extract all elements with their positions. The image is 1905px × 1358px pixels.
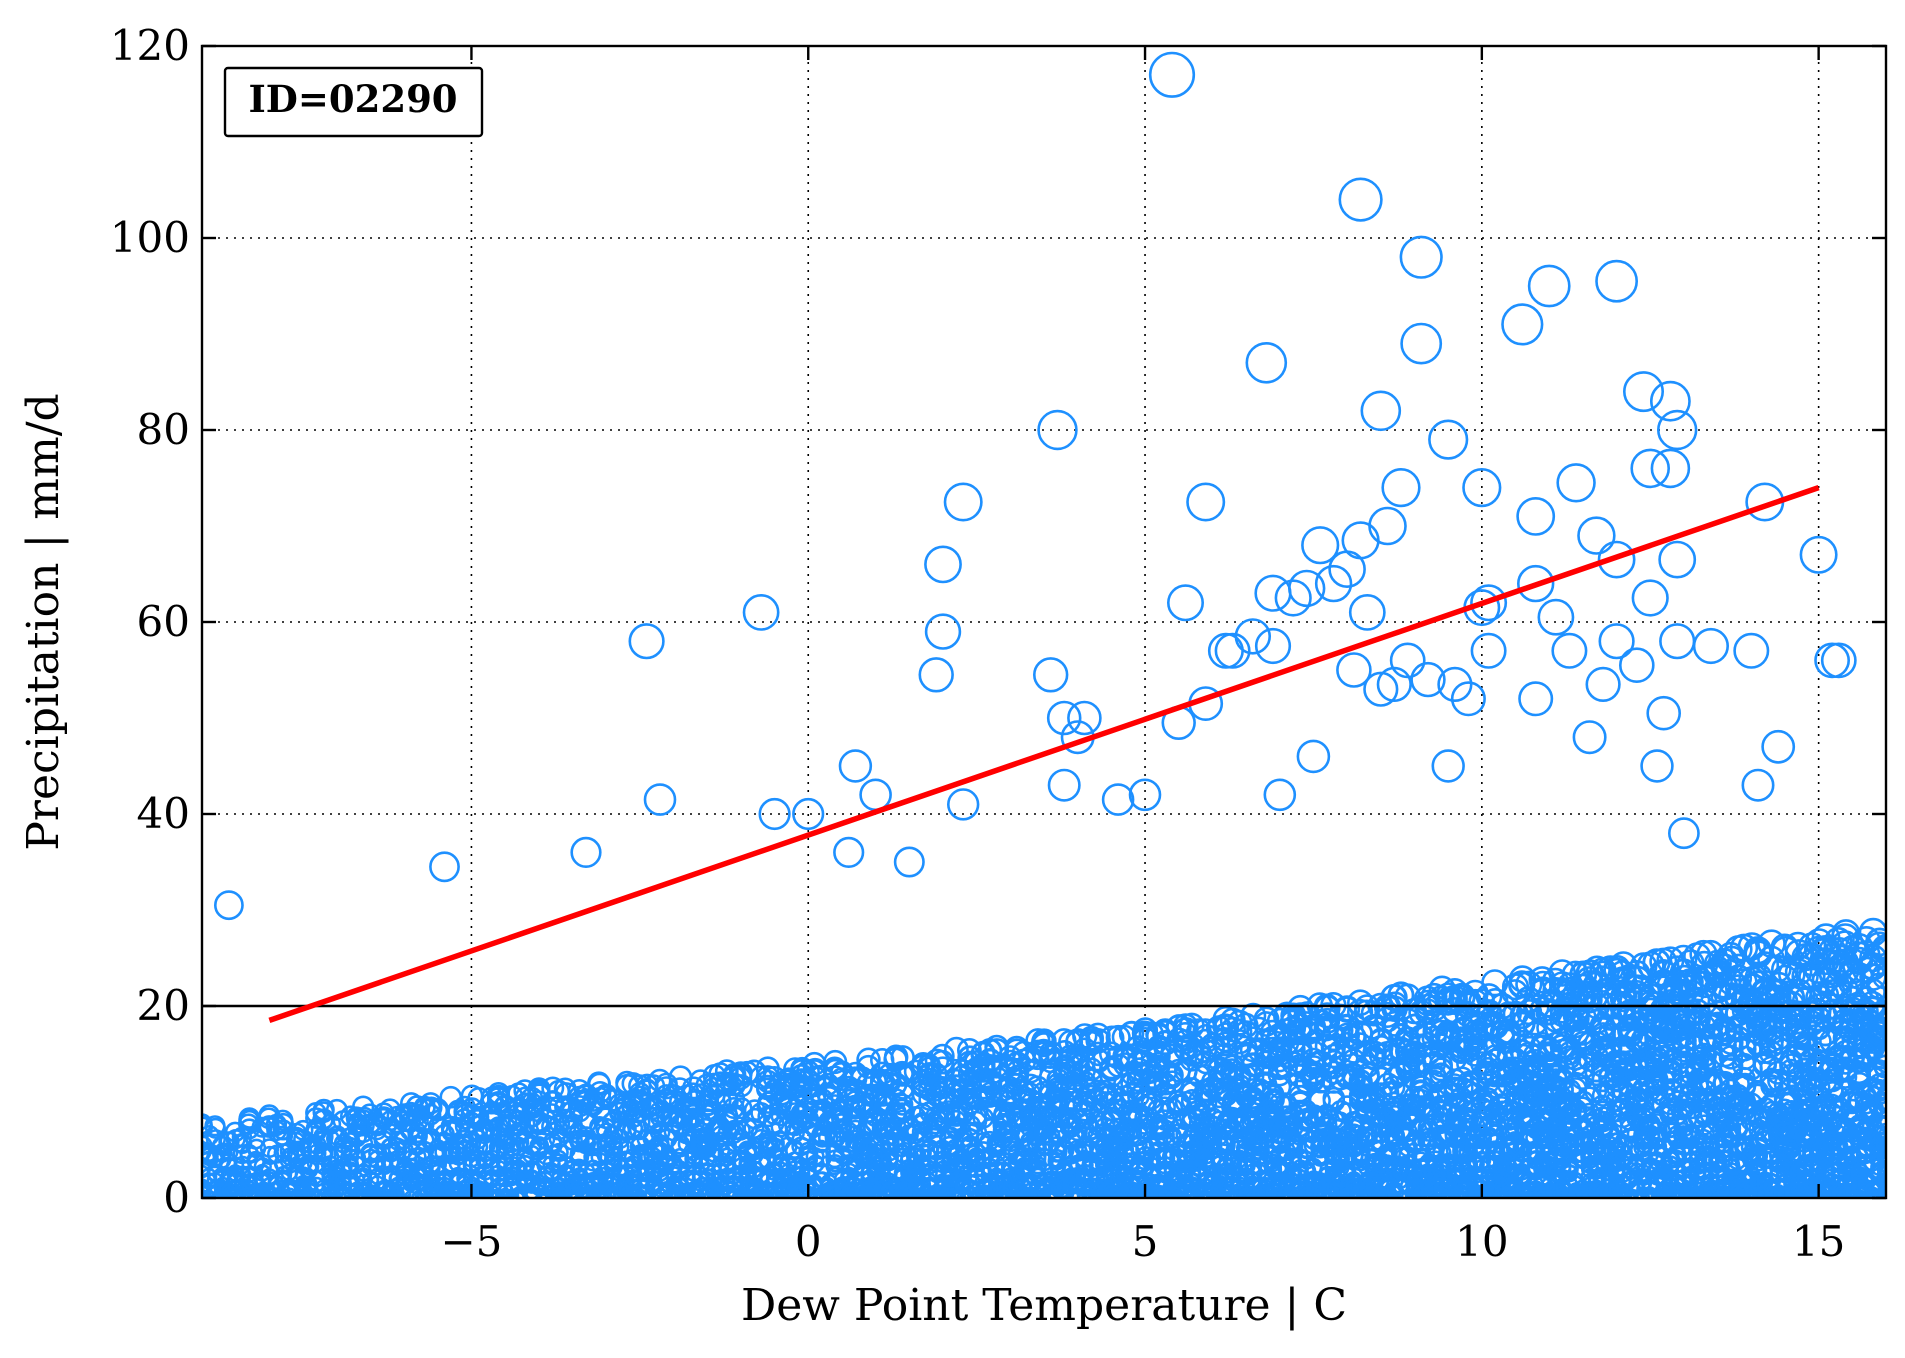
scatter-point (1548, 959, 1576, 987)
scatter-point (587, 1071, 611, 1095)
scatter-points (202, 51, 1886, 1198)
scatter-point (238, 1118, 260, 1140)
scatter-point (383, 1191, 397, 1198)
scatter-point (729, 1074, 753, 1098)
scatter-point (1515, 970, 1543, 998)
scatter-point (1152, 1018, 1178, 1044)
scatter-point (1160, 1063, 1184, 1087)
scatter-point (1333, 995, 1361, 1022)
scatter-point (283, 1191, 297, 1198)
scatter-point (245, 1129, 266, 1150)
scatter-point (1118, 1021, 1145, 1047)
scatter-point (1515, 986, 1542, 1013)
scatter-point (485, 1188, 500, 1198)
scatter-point (362, 1187, 377, 1198)
scatter-point (1240, 1002, 1267, 1030)
scatter-point (205, 1117, 227, 1139)
scatter-point (1085, 1027, 1111, 1054)
scatter-point (856, 1047, 881, 1072)
scatter-point (930, 1043, 955, 1069)
scatter-point (272, 1109, 294, 1132)
scatter-point (1409, 1088, 1433, 1112)
scatter-point (260, 1145, 280, 1166)
scatter-point (1073, 1107, 1096, 1130)
scatter-point (1212, 1031, 1238, 1057)
scatter-point (1428, 1052, 1453, 1078)
scatter-point (1591, 1094, 1614, 1117)
scatter-point (730, 1097, 753, 1120)
scatter-point (734, 1191, 747, 1198)
scatter-point (1616, 1188, 1631, 1198)
scatter-point (1508, 965, 1537, 993)
scatter-point (1035, 1152, 1054, 1172)
scatter-point (944, 1036, 969, 1062)
scatter-point (1421, 1025, 1447, 1051)
scatter-point (419, 1092, 442, 1115)
scatter-point (930, 1071, 955, 1096)
scatter-point (668, 1077, 692, 1101)
scatter-point (1066, 1063, 1090, 1087)
scatter-point (1624, 1191, 1637, 1198)
scatter-point (1528, 966, 1556, 994)
scatter-point (668, 1090, 692, 1114)
scatter-point (1262, 1099, 1285, 1122)
scatter-point (1086, 1041, 1111, 1067)
scatter-point (1031, 1040, 1057, 1066)
scatter-point (1555, 1188, 1570, 1198)
scatter-point (722, 1097, 745, 1120)
scatter-point (1421, 989, 1448, 1017)
scatter-point (1341, 1025, 1367, 1051)
scatter-point (1374, 1191, 1388, 1198)
scatter-point (1368, 1035, 1394, 1060)
scatter-point (320, 1113, 342, 1135)
scatter-point (1213, 1042, 1239, 1068)
scatter-point (901, 1189, 916, 1198)
scatter-point (325, 1098, 348, 1121)
scatter-point (505, 1188, 520, 1198)
scatter-point (831, 1108, 853, 1131)
scatter-point (856, 1054, 881, 1079)
scatter-point (1286, 1019, 1313, 1046)
scatter-point (1475, 983, 1503, 1010)
